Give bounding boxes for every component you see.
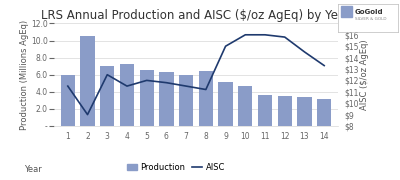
Bar — [317, 99, 331, 126]
Bar — [341, 6, 352, 17]
Text: GoGold: GoGold — [355, 9, 384, 15]
Bar — [159, 72, 174, 126]
Y-axis label: AISC ($/oz AgEq): AISC ($/oz AgEq) — [360, 39, 369, 110]
Bar — [199, 71, 213, 126]
Title: LRS Annual Production and AISC ($/oz AgEq) by Year: LRS Annual Production and AISC ($/oz AgE… — [41, 9, 351, 22]
Bar — [278, 96, 292, 126]
Text: Year: Year — [24, 165, 42, 174]
Legend: Production, AISC: Production, AISC — [124, 159, 228, 175]
Bar — [80, 36, 95, 126]
Bar — [179, 75, 193, 126]
Bar — [218, 82, 233, 126]
Bar — [238, 86, 252, 126]
Bar — [120, 64, 134, 126]
Text: SILVER & GOLD: SILVER & GOLD — [355, 17, 386, 21]
Bar — [297, 97, 312, 126]
Bar — [61, 75, 75, 126]
Bar — [100, 66, 114, 126]
Bar — [258, 95, 272, 126]
Y-axis label: Production (Millions AgEq): Production (Millions AgEq) — [20, 20, 30, 130]
Bar — [140, 70, 154, 126]
